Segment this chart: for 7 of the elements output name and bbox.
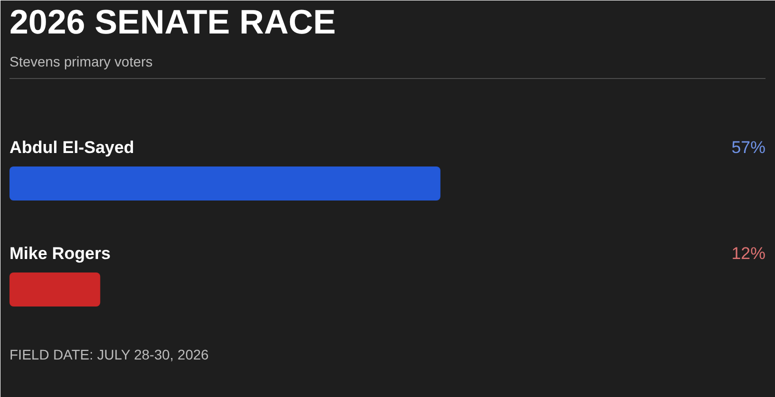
text: FIELD DATE: JULY 28-30, 2026 [10,346,209,362]
data-label: 57% [731,138,766,157]
chart-title: 2026 SENATE RACE [10,4,336,42]
chart-subtitle: Stevens primary voters [10,54,153,70]
y-tick-label: Abdul El-Sayed [10,138,134,157]
y-tick-label: Mike Rogers [10,244,111,263]
data-label: 12% [731,244,766,263]
